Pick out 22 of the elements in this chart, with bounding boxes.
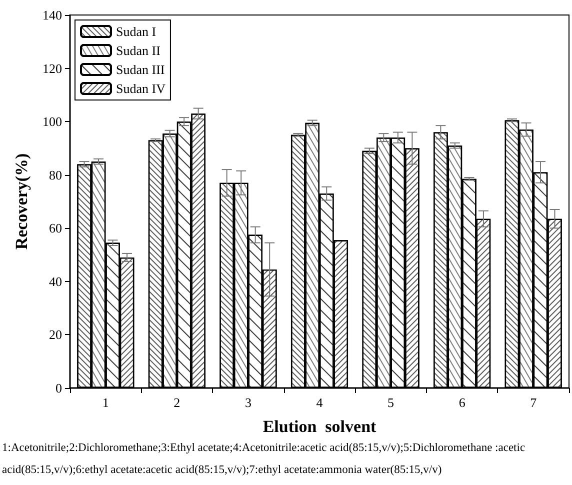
- text: 1:Acetonitrile;2:Dichloromethane;3:Ethyl acetate;4:Acetonitrile:acetic acid(85:15,v/v);5:Dichloromethane :acetic acid(85:15,v/v);6:ethyl acetate:acetic acid(85:15,v/v);7:ethyl acetate:ammonia water(85:15,v/v): [2, 441, 526, 478]
- legend-label: Sudan I: [116, 24, 156, 39]
- x-tick-label: 3: [244, 395, 252, 410]
- y-tick-label: 140: [42, 8, 62, 22]
- y-tick-label: 120: [42, 60, 62, 76]
- y-tick-label: 40: [49, 274, 62, 289]
- x-tick-label: 4: [316, 395, 324, 410]
- y-tick-label: 80: [49, 167, 62, 182]
- x-tick-label: 6: [458, 395, 466, 410]
- legend-label: Sudan III: [116, 62, 165, 77]
- legend-label: Sudan IV: [116, 81, 166, 96]
- x-axis-title: Elution solvent: [262, 417, 377, 436]
- y-tick-label: 0: [56, 380, 62, 396]
- legend-label: Sudan II: [116, 43, 160, 58]
- y-tick-label: 20: [49, 327, 62, 342]
- y-tick-label: 60: [49, 220, 62, 236]
- x-tick-label: 7: [530, 395, 538, 410]
- y-tick-label: 100: [42, 114, 62, 130]
- y-axis-title: Recovery(%): [12, 153, 31, 250]
- x-tick-label: 5: [388, 395, 394, 410]
- x-tick-label: 1: [102, 395, 109, 410]
- x-tick-label: 2: [174, 395, 180, 410]
